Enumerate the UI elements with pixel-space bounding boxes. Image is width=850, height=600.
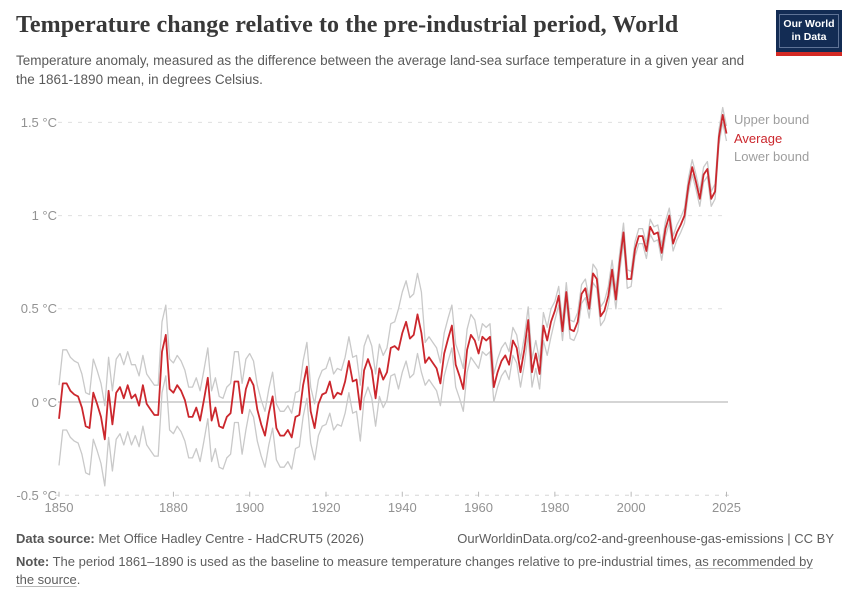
owid-logo-line2: in Data: [791, 31, 827, 43]
data-source-label: Data source:: [16, 531, 95, 546]
x-tick-label: 1880: [158, 500, 188, 515]
chart-subtitle: Temperature anomaly, measured as the dif…: [16, 53, 745, 87]
x-tick-label: 1980: [540, 500, 570, 515]
series-path-upper-bound: [58, 106, 728, 414]
footnote: Note: The period 1861–1890 is used as th…: [16, 553, 816, 588]
series-path-average: [58, 114, 728, 441]
footer-source-row: Data source: Met Office Hadley Centre - …: [16, 531, 834, 546]
y-tick-label: 0.5 °C: [20, 301, 57, 317]
x-tick-label: 1940: [387, 500, 417, 515]
owid-logo-red-strip: [776, 52, 842, 56]
owid-logo-box: Our World in Data: [776, 10, 842, 52]
legend-item-upper-bound[interactable]: Upper bound: [734, 112, 810, 127]
data-source: Data source: Met Office Hadley Centre - …: [16, 531, 364, 546]
owid-logo-text: Our World in Data: [779, 14, 839, 48]
legend: Upper bound Average Lower bound: [734, 111, 809, 167]
y-tick-label: 0 °C: [31, 394, 57, 410]
footnote-label: Note:: [16, 554, 50, 569]
y-tick-label: -0.5 °C: [16, 487, 57, 503]
owid-logo[interactable]: Our World in Data: [776, 10, 842, 56]
footnote-text: The period 1861–1890 is used as the base…: [52, 554, 696, 569]
x-tick-label: 1850: [44, 500, 74, 515]
x-tick-label: 2025: [712, 500, 741, 515]
y-tick-label: 1 °C: [31, 208, 57, 224]
x-tick-label: 2000: [616, 500, 646, 515]
legend-item-average[interactable]: Average: [734, 130, 783, 146]
footnote-suffix: .: [76, 571, 81, 587]
y-tick-label: 1.5 °C: [20, 114, 57, 130]
series-path-lower-bound: [58, 121, 728, 487]
x-tick-label: 1960: [464, 500, 494, 515]
x-tick-label: 1920: [311, 500, 341, 515]
data-source-value: Met Office Hadley Centre - HadCRUT5 (202…: [98, 531, 365, 546]
legend-item-lower-bound[interactable]: Lower bound: [734, 149, 810, 164]
x-tick-label: 1900: [235, 500, 265, 515]
chart-title: Temperature change relative to the pre-i…: [16, 12, 679, 38]
source-link[interactable]: as recommended by the source: [16, 554, 813, 587]
attribution[interactable]: OurWorldinData.org/co2-and-greenhouse-ga…: [457, 531, 834, 546]
owid-logo-line1: Our World: [783, 18, 835, 30]
